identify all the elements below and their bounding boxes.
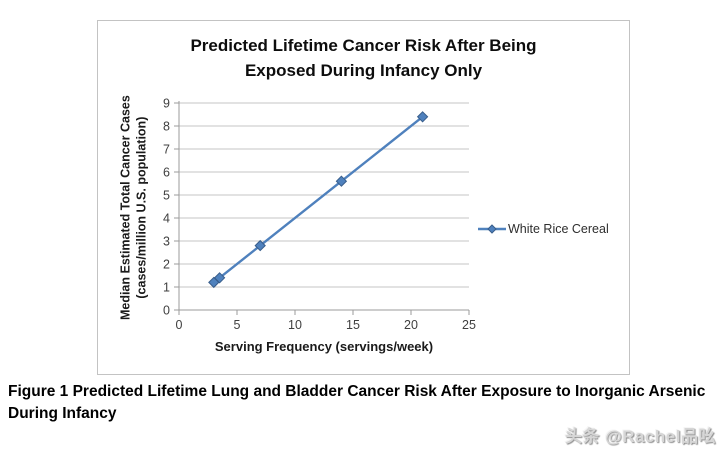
x-tick-label: 20: [404, 318, 418, 332]
x-tick-label: 15: [346, 318, 360, 332]
x-tick-label: 10: [288, 318, 302, 332]
y-tick-label: 2: [163, 258, 170, 272]
legend-label: White Rice Cereal: [508, 222, 609, 236]
y-tick-label: 0: [163, 304, 170, 318]
chart-title-line2: Exposed During Infancy Only: [244, 60, 483, 80]
x-axis-title: Serving Frequency (servings/week): [214, 339, 434, 354]
chart-title-line1: Predicted Lifetime Cancer Risk After Bei…: [190, 36, 537, 55]
watermark: 头条 @Rachel品吆: [564, 427, 716, 446]
series-line: [212, 115, 424, 284]
x-tick-label: 0: [176, 318, 183, 332]
data-point-marker: [213, 272, 226, 284]
x-tick-label: 25: [462, 318, 476, 332]
y-tick-label: 9: [163, 97, 170, 111]
data-point-marker: [335, 175, 348, 187]
chart-panel: Predicted Lifetime Cancer Risk After Bei…: [97, 20, 630, 375]
y-tick-label: 1: [163, 281, 170, 295]
figure-caption-line2: During Infancy: [8, 404, 117, 422]
y-tick-label: 7: [163, 143, 170, 157]
x-tick-label: 5: [234, 318, 241, 332]
chart-plot-area: 0 1 2 3 4 5 6 7 8 9 0 5 10 15 20 25: [163, 97, 506, 332]
figure-caption-line1: Figure 1 Predicted Lifetime Lung and Bla…: [8, 383, 706, 400]
y-tick-label: 6: [163, 166, 170, 180]
chart-title: Predicted Lifetime Cancer Risk After Bei…: [98, 34, 629, 83]
y-tick-label: 4: [163, 212, 170, 226]
figure-caption: Figure 1 Predicted Lifetime Lung and Bla…: [8, 381, 712, 424]
data-point-marker: [487, 224, 497, 234]
y-tick-label: 8: [163, 120, 170, 134]
data-point-marker: [254, 239, 266, 252]
y-tick-label: 3: [163, 235, 170, 249]
y-tick-label: 5: [163, 189, 170, 203]
data-point-marker: [416, 111, 429, 123]
